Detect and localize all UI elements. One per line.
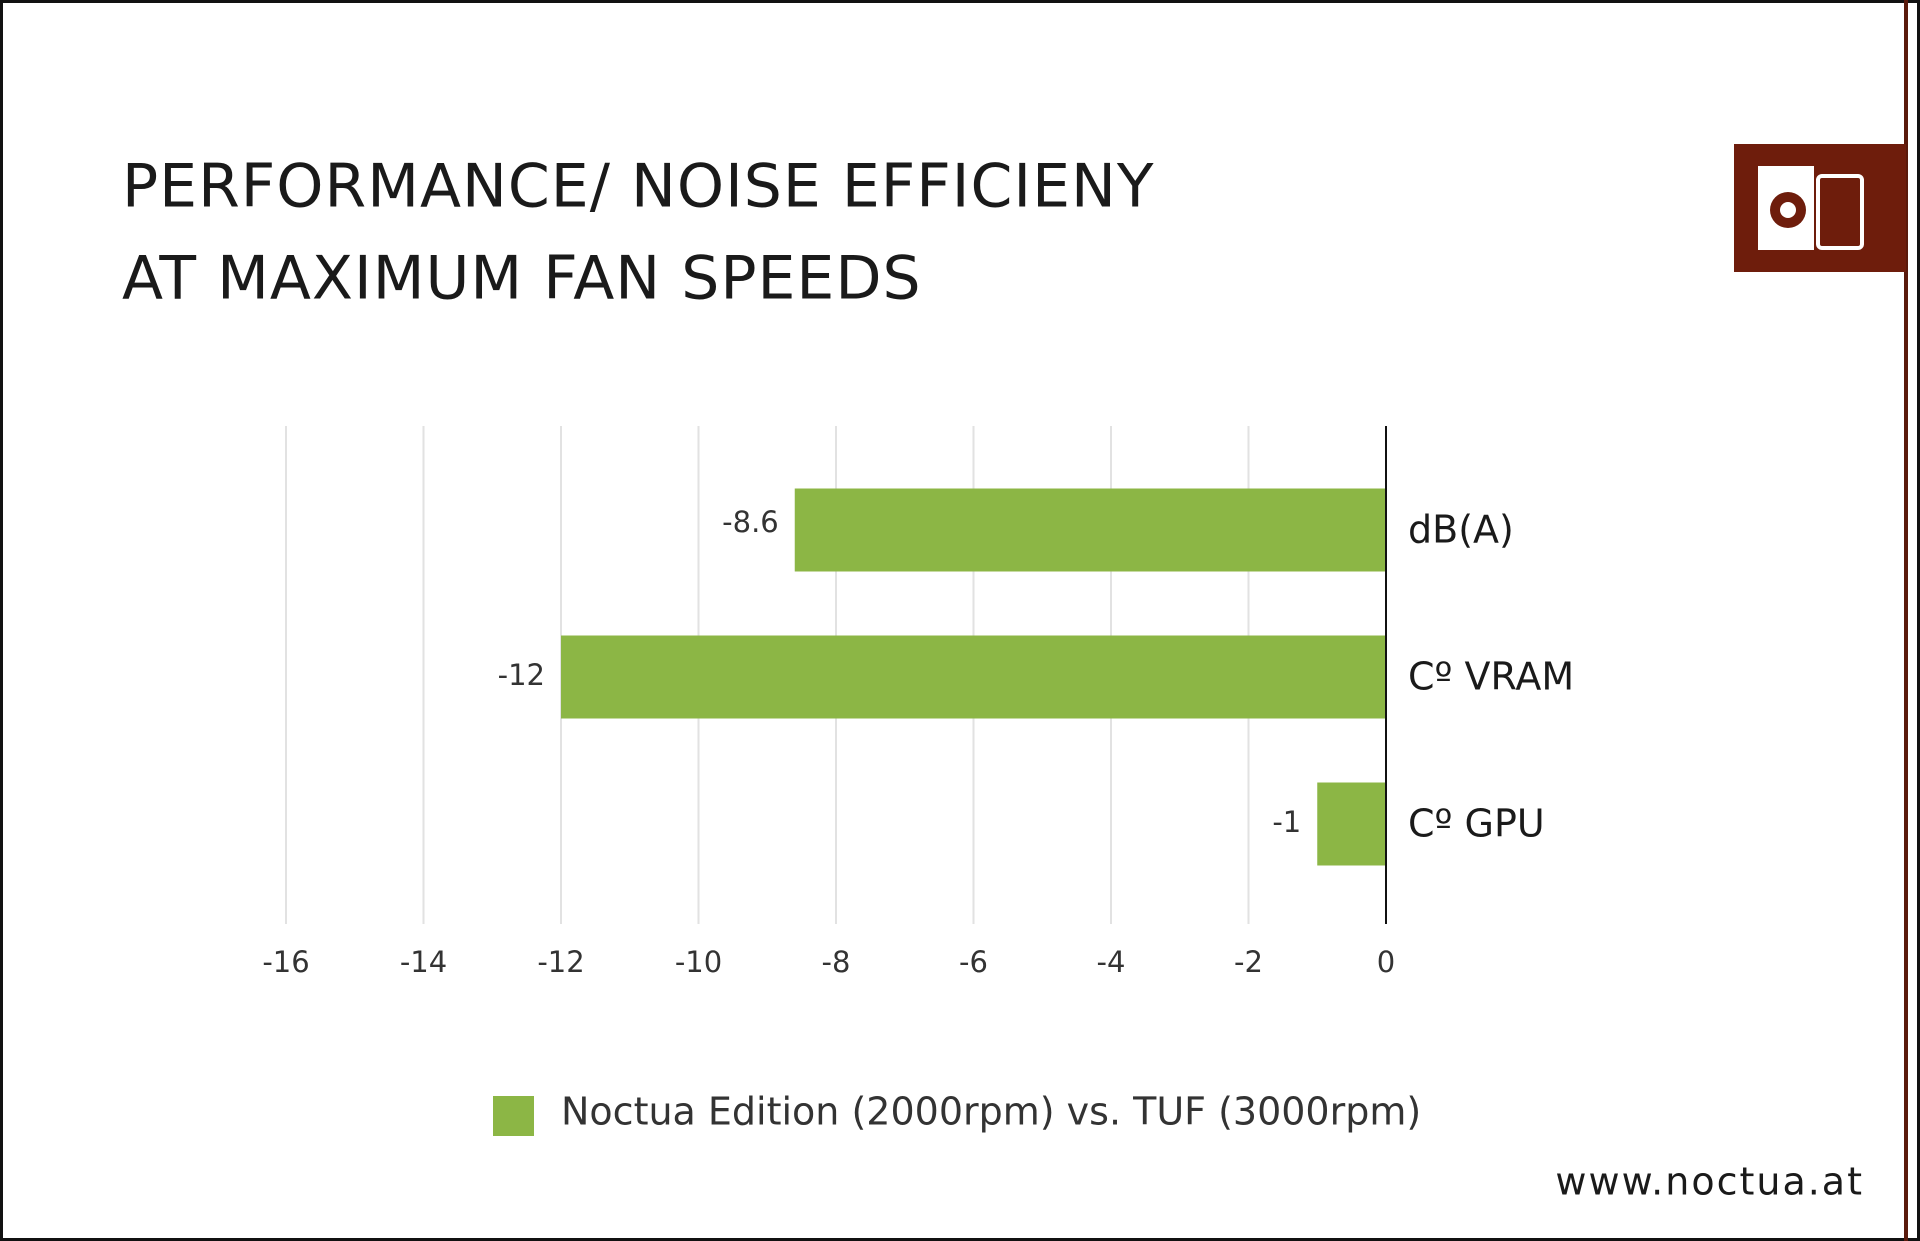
bar: [794, 488, 1386, 572]
legend-swatch: [493, 1096, 534, 1136]
x-tick-label: -8: [822, 945, 851, 979]
category-label: dB(A): [1408, 508, 1514, 552]
bar: [561, 635, 1386, 719]
x-tick-label: -12: [537, 945, 584, 979]
x-tick-label: -2: [1234, 945, 1263, 979]
chart-title: AT MAXIMUM FAN SPEEDS: [122, 244, 922, 314]
x-tick-label: -4: [1097, 945, 1126, 979]
x-tick-label: -14: [400, 945, 447, 979]
logo-outline: [1816, 174, 1864, 250]
bar: [1317, 782, 1386, 866]
chart-title: PERFORMANCE/ NOISE EFFICIENY: [122, 152, 1155, 222]
source: www.noctua.at: [1555, 1160, 1864, 1204]
legend-label: Noctua Edition (2000rpm) vs. TUF (3000rp…: [561, 1090, 1421, 1134]
data-label: -12: [498, 658, 545, 692]
logo-pupil: [1780, 202, 1796, 218]
category-label: Cº VRAM: [1408, 655, 1574, 699]
x-tick-label: -10: [675, 945, 722, 979]
x-tick-label: -6: [959, 945, 988, 979]
data-label: -8.6: [722, 505, 779, 539]
category-label: Cº GPU: [1408, 802, 1545, 846]
x-tick-label: -16: [262, 945, 309, 979]
x-tick-label: 0: [1377, 945, 1395, 979]
logo: [1734, 144, 1906, 272]
data-label: -1: [1272, 805, 1301, 839]
